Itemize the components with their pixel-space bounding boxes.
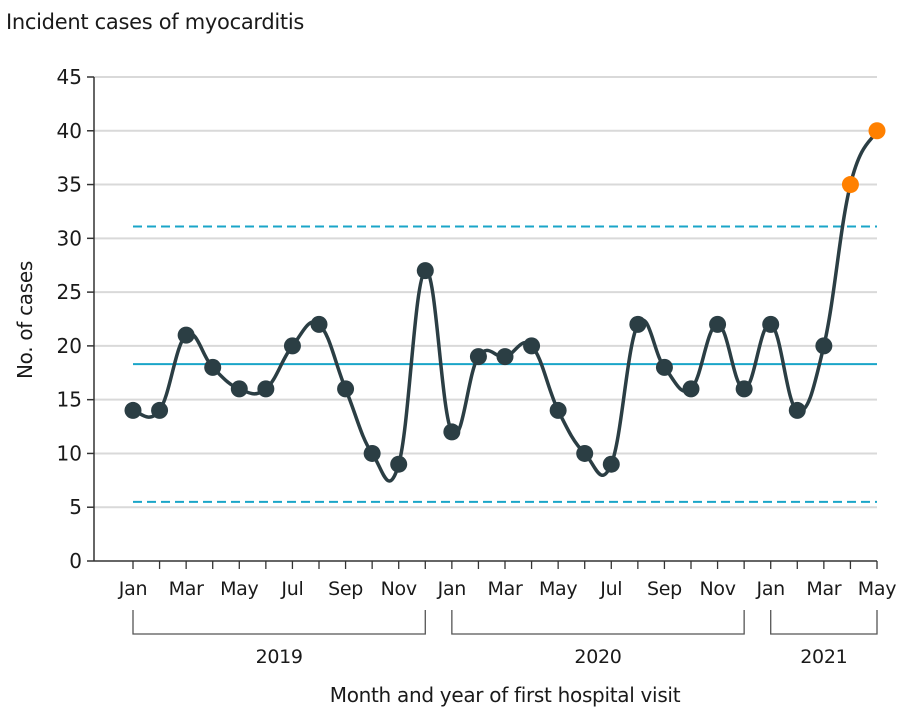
y-tick-label: 5 — [69, 495, 82, 519]
x-tick-label: Sep — [647, 578, 682, 600]
data-point — [310, 315, 328, 333]
data-point-highlighted — [841, 176, 859, 194]
x-tick-label: May — [539, 578, 577, 600]
x-tick-label: Mar — [488, 578, 523, 600]
data-series — [124, 122, 886, 483]
x-tick-label: May — [858, 578, 896, 600]
chart-title: Incident cases of myocarditis — [6, 10, 305, 34]
year-label: 2019 — [256, 646, 303, 668]
x-tick-label: Jan — [437, 578, 466, 600]
y-tick-label: 25 — [57, 280, 82, 304]
data-point — [496, 348, 514, 366]
data-point — [416, 262, 434, 280]
data-point — [735, 380, 753, 398]
y-tick-label: 0 — [69, 549, 82, 573]
data-point — [815, 337, 833, 355]
data-point — [602, 455, 620, 473]
axes: 0 5 10 15 20 25 30 35 40 45 — [57, 65, 878, 573]
x-tick-label: Jul — [599, 578, 622, 600]
data-point — [204, 358, 222, 376]
x-tick-label: Jan — [118, 578, 147, 600]
y-tick-label: 45 — [57, 65, 82, 89]
data-point — [629, 315, 647, 333]
year-label: 2020 — [574, 646, 621, 668]
x-tick-label: May — [220, 578, 258, 600]
data-point — [283, 337, 301, 355]
x-tick-label: Mar — [169, 578, 204, 600]
y-tick-label: 20 — [57, 334, 82, 358]
data-point — [443, 423, 461, 441]
data-point — [151, 401, 169, 419]
data-point — [655, 358, 673, 376]
y-axis-title: No. of cases — [13, 261, 37, 379]
gridlines — [94, 76, 877, 509]
x-tick-label: Nov — [381, 578, 417, 600]
y-tick-label: 15 — [57, 388, 82, 412]
year-bracket — [770, 610, 878, 635]
x-tick-label: Mar — [806, 578, 841, 600]
data-point — [177, 326, 195, 344]
x-tick-label: Jul — [280, 578, 303, 600]
x-tick-label: Nov — [699, 578, 735, 600]
x-axis-title: Month and year of first hospital visit — [330, 683, 681, 707]
data-point — [390, 455, 408, 473]
data-point — [230, 380, 248, 398]
data-point — [257, 380, 275, 398]
data-point-highlighted — [868, 122, 886, 140]
y-tick-label: 30 — [57, 226, 82, 250]
data-point — [523, 337, 541, 355]
y-tick-label: 35 — [57, 173, 82, 197]
x-axis-labels: Jan Mar May Jul Sep Nov Jan Mar May Jul Sep Nov Jan M… — [118, 578, 897, 668]
series-line — [132, 129, 879, 483]
y-tick-label: 10 — [57, 441, 82, 465]
data-point — [549, 401, 567, 419]
year-bracket — [132, 610, 426, 635]
year-bracket — [451, 610, 745, 635]
data-point — [682, 380, 700, 398]
data-point — [576, 444, 594, 462]
data-point — [762, 315, 780, 333]
data-point — [469, 348, 487, 366]
data-point — [337, 380, 355, 398]
data-point — [788, 401, 806, 419]
year-label: 2021 — [800, 646, 847, 668]
data-point — [709, 315, 727, 333]
data-point — [124, 401, 142, 419]
x-tick-label: Jan — [756, 578, 785, 600]
x-tick-label: Sep — [328, 578, 363, 600]
y-tick-label: 40 — [57, 119, 82, 143]
data-point — [363, 444, 381, 462]
